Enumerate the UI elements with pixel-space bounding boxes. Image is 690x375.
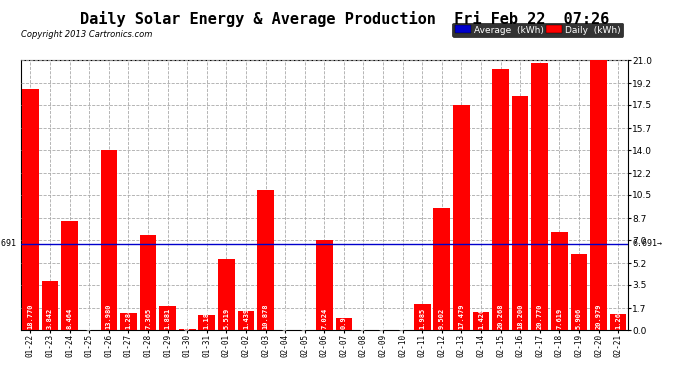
Text: 13.980: 13.980 — [106, 304, 112, 329]
Text: 0.000: 0.000 — [302, 309, 308, 330]
Bar — [414, 304, 431, 330]
Bar — [22, 88, 39, 330]
Text: 1.186: 1.186 — [204, 308, 210, 329]
Text: 20.979: 20.979 — [595, 304, 602, 329]
Bar — [590, 60, 607, 330]
Bar — [237, 312, 255, 330]
Text: 0.911: 0.911 — [341, 308, 347, 329]
Bar — [61, 221, 78, 330]
Text: Daily Solar Energy & Average Production  Fri Feb 22  07:26: Daily Solar Energy & Average Production … — [80, 11, 610, 27]
Text: 18.200: 18.200 — [518, 304, 523, 329]
Text: 7.365: 7.365 — [145, 308, 151, 329]
Text: 5.906: 5.906 — [576, 308, 582, 329]
Bar — [218, 259, 235, 330]
Text: 3.842: 3.842 — [47, 308, 53, 329]
Text: 0.000: 0.000 — [380, 309, 386, 330]
Text: 10.878: 10.878 — [262, 304, 268, 329]
Bar — [433, 208, 450, 330]
Legend: Average  (kWh), Daily  (kWh): Average (kWh), Daily (kWh) — [452, 22, 623, 37]
Bar — [335, 318, 352, 330]
Bar — [531, 63, 548, 330]
Text: 7.619: 7.619 — [556, 308, 562, 329]
Bar — [512, 96, 529, 330]
Bar — [139, 235, 157, 330]
Bar — [42, 280, 59, 330]
Text: 0.000: 0.000 — [360, 309, 366, 330]
Bar — [257, 190, 274, 330]
Text: 9.502: 9.502 — [439, 308, 445, 329]
Bar — [571, 254, 587, 330]
Text: 18.770: 18.770 — [28, 304, 34, 329]
Text: 0.013: 0.013 — [400, 309, 406, 330]
Text: 0.000: 0.000 — [86, 309, 92, 330]
Bar — [159, 306, 176, 330]
Bar — [610, 314, 627, 330]
Bar — [473, 312, 489, 330]
Text: 0.000: 0.000 — [282, 309, 288, 330]
Text: 1.266: 1.266 — [615, 308, 621, 329]
Bar — [453, 105, 470, 330]
Bar — [551, 232, 568, 330]
Text: ←6.691: ←6.691 — [0, 240, 17, 249]
Bar — [199, 315, 215, 330]
Bar — [101, 150, 117, 330]
Text: 1.426: 1.426 — [478, 308, 484, 329]
Text: 20.268: 20.268 — [497, 304, 504, 329]
Text: 1.881: 1.881 — [165, 308, 170, 329]
Text: 6.691→: 6.691→ — [632, 240, 662, 249]
Bar — [120, 314, 137, 330]
Text: 8.464: 8.464 — [67, 308, 72, 329]
Text: Copyright 2013 Cartronics.com: Copyright 2013 Cartronics.com — [21, 30, 152, 39]
Bar — [492, 69, 509, 330]
Text: 1.985: 1.985 — [420, 308, 425, 329]
Text: 17.479: 17.479 — [458, 304, 464, 329]
Bar — [179, 329, 195, 330]
Text: 20.770: 20.770 — [537, 304, 543, 329]
Text: 1.284: 1.284 — [126, 308, 131, 329]
Bar — [316, 240, 333, 330]
Text: 0.056: 0.056 — [184, 309, 190, 330]
Text: 7.024: 7.024 — [322, 308, 327, 329]
Text: 5.519: 5.519 — [224, 308, 229, 329]
Text: 1.439: 1.439 — [243, 308, 249, 329]
